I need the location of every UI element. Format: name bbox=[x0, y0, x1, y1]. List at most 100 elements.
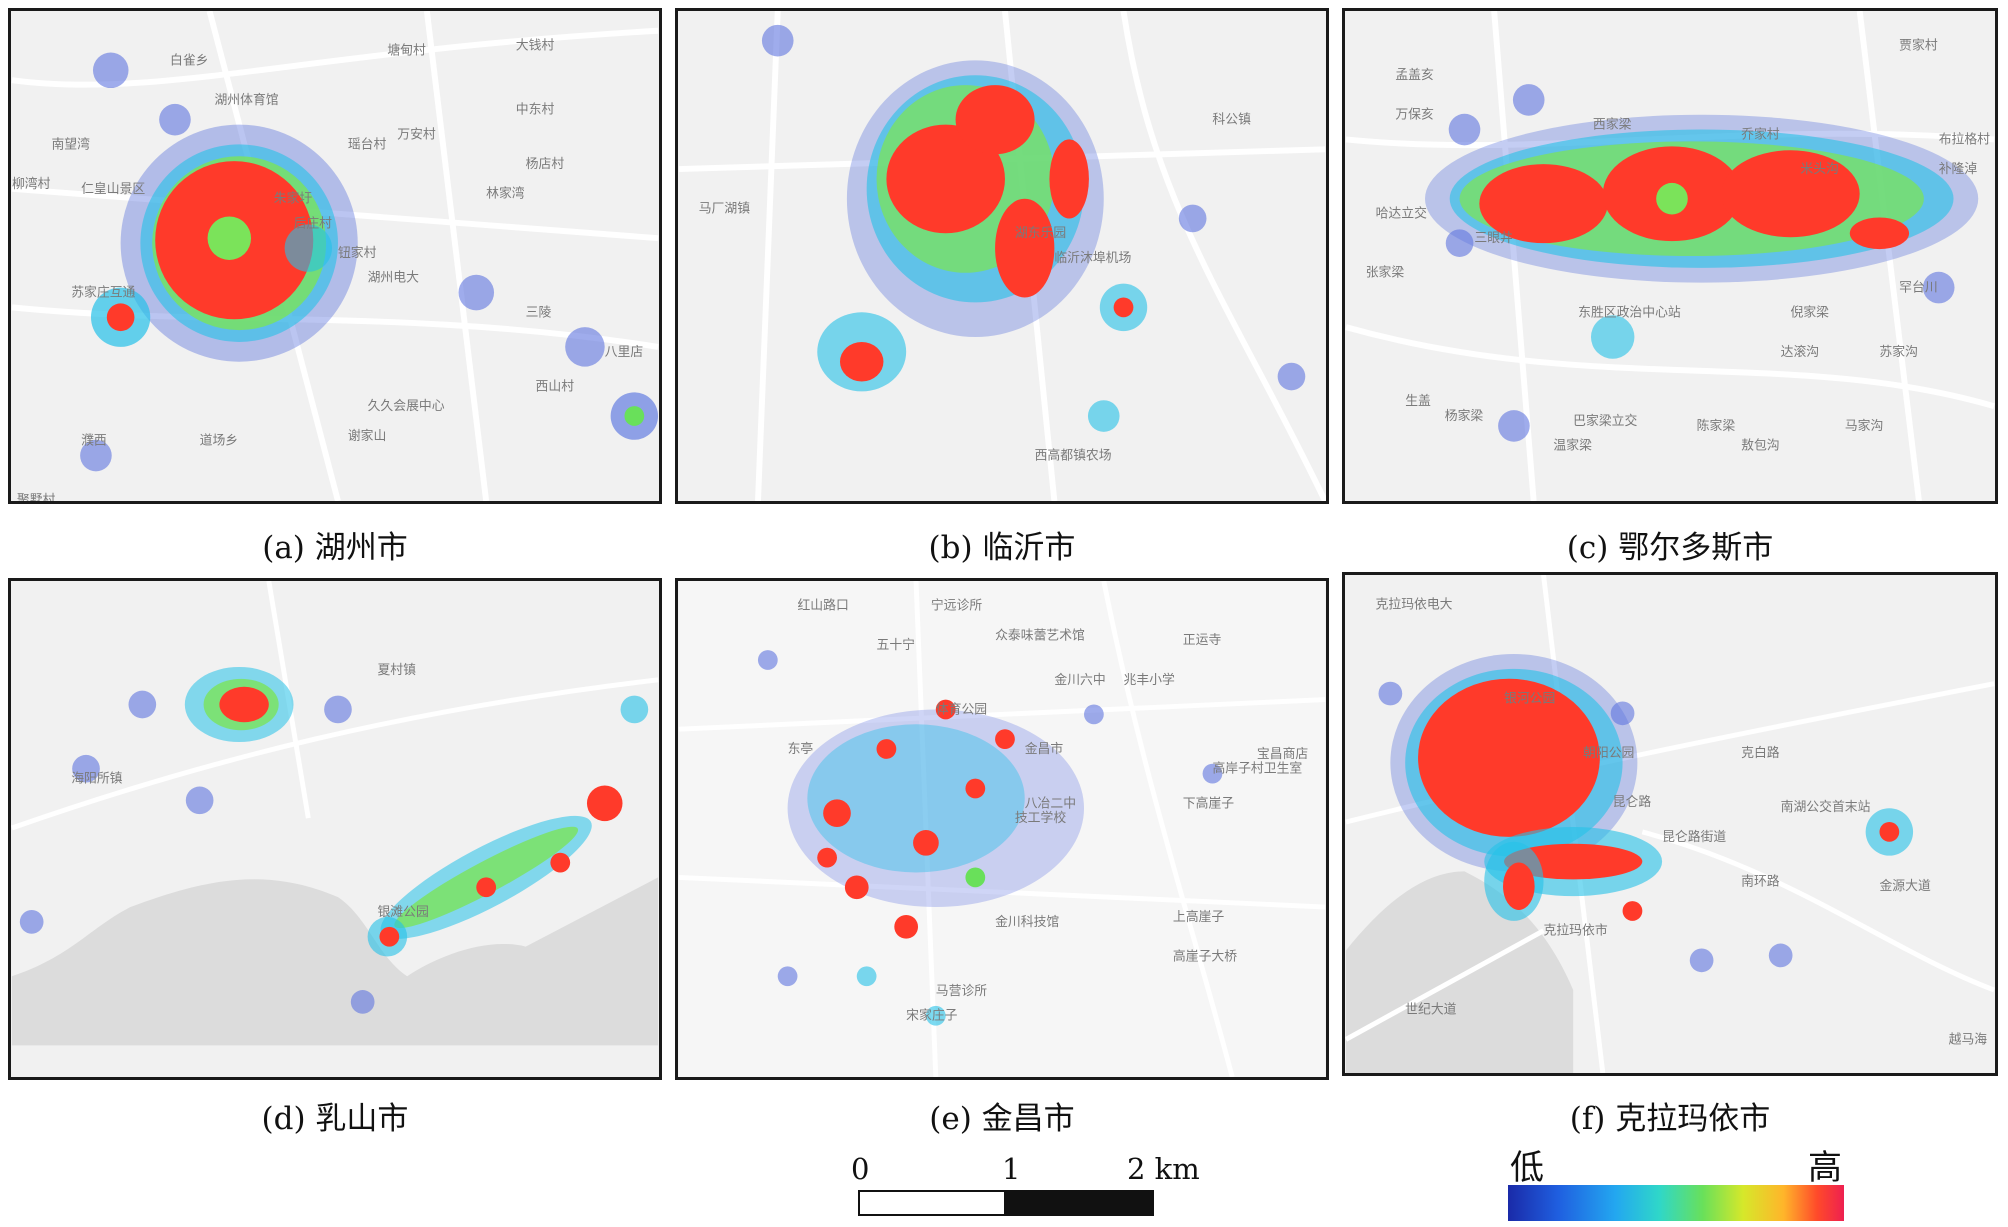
place-label-c-7: 补隆淖 bbox=[1939, 162, 1978, 177]
place-label-a-2: 塘甸村 bbox=[387, 42, 426, 58]
place-label-a-19: 谢家山 bbox=[348, 428, 386, 444]
place-label-a-14: 湖州电大 bbox=[368, 271, 419, 286]
place-label-a-24: 聚墅村 bbox=[17, 493, 56, 501]
scale-tick-2: 2 km bbox=[1127, 1152, 1200, 1186]
legend-high-label: 高 bbox=[1808, 1148, 1842, 1188]
place-label-c-22: 敖包沟 bbox=[1741, 438, 1779, 454]
place-label-a-17: 西山村 bbox=[536, 379, 575, 394]
heat-e bbox=[757, 650, 1223, 1026]
place-label-e-6: 兆丰小学 bbox=[1124, 672, 1175, 688]
map-e-bg bbox=[678, 581, 1326, 1077]
place-label-c-6: 布拉格村 bbox=[1939, 131, 1990, 147]
place-label-a-11: 朱家圩 bbox=[274, 191, 313, 207]
place-label-a-22: 八里店 bbox=[605, 345, 644, 360]
place-label-e-18: 马营诊所 bbox=[936, 984, 987, 999]
place-label-a-21: 濮西 bbox=[81, 434, 107, 449]
place-label-b-0: 马厂湖镇 bbox=[699, 202, 750, 217]
place-label-c-17: 杨家梁 bbox=[1445, 408, 1484, 424]
place-label-e-9: 金昌市 bbox=[1025, 741, 1064, 757]
place-label-c-12: 倪家梁 bbox=[1791, 304, 1830, 320]
place-label-e-7: 体育公园 bbox=[936, 701, 987, 717]
place-label-e-14: 技工学校 bbox=[1015, 810, 1066, 826]
place-label-e-13: 八冶二中 bbox=[1025, 796, 1076, 811]
scale-tick-1: 1 bbox=[1002, 1152, 1021, 1186]
place-label-a-9: 仁皇山景区 bbox=[81, 182, 145, 197]
place-label-a-1: 湖州体育馆 bbox=[214, 92, 278, 108]
legend-color-ramp bbox=[1508, 1185, 1844, 1221]
roads-e bbox=[678, 581, 1326, 1077]
map-panel-a: 白雀乡 湖州体育馆 塘甸村 大钱村 中东村 万安村 南望湾 瑶台村 杨店村 仁皇山景区 林家湾 朱家圩… bbox=[8, 8, 662, 504]
place-label-f-6: 南湖公交首末站 bbox=[1781, 799, 1871, 815]
place-label-a-23: 柳湾村 bbox=[12, 176, 51, 192]
place-label-a-4: 中东村 bbox=[516, 103, 555, 118]
place-label-a-13: 钮家村 bbox=[338, 245, 377, 261]
caption-f: (f) 克拉玛依市 bbox=[1569, 1101, 1771, 1137]
sea-area-d bbox=[11, 877, 659, 1046]
scale-bar bbox=[858, 1190, 1154, 1220]
place-label-c-11: 东胜区政治中心站 bbox=[1578, 305, 1681, 320]
place-label-c-14: 苏家沟 bbox=[1879, 344, 1917, 360]
place-label-c-1: 孟盖亥 bbox=[1395, 68, 1434, 83]
place-label-a-7: 瑶台村 bbox=[348, 137, 387, 152]
place-label-e-10: 宝昌商店 bbox=[1257, 747, 1308, 762]
place-label-c-15: 罕台川 bbox=[1899, 281, 1937, 296]
map-panel-c: 贾家村 孟盖亥 万保亥 西家梁 乔家村 米头沟 布拉格村 补隆淖 哈达立交 三眼井 张家梁 东胜区政治… bbox=[1342, 8, 1998, 504]
heat-d bbox=[19, 666, 649, 1014]
place-label-e-4: 正运寺 bbox=[1183, 633, 1222, 648]
place-label-e-19: 宋家庄子 bbox=[906, 1008, 957, 1024]
place-label-c-3: 西家梁 bbox=[1593, 117, 1632, 133]
place-label-e-17: 高崖子大桥 bbox=[1173, 948, 1237, 964]
place-label-e-12: 下高崖子 bbox=[1183, 795, 1234, 811]
place-label-a-10: 林家湾 bbox=[486, 186, 525, 202]
place-label-f-2: 朝阳公园 bbox=[1583, 746, 1634, 761]
place-label-a-12: 后庄村 bbox=[294, 215, 333, 231]
place-label-c-5: 米头沟 bbox=[1800, 162, 1838, 177]
caption-a: (a) 湖州市 bbox=[262, 530, 408, 566]
place-label-f-8: 南环路 bbox=[1741, 873, 1780, 889]
place-label-d-2: 银滩公园 bbox=[377, 905, 428, 920]
place-label-e-15: 金川科技馆 bbox=[995, 914, 1059, 930]
place-label-e-0: 红山路口 bbox=[797, 598, 848, 614]
place-label-c-10: 张家梁 bbox=[1366, 265, 1405, 281]
place-label-c-13: 达滚沟 bbox=[1781, 344, 1819, 360]
heat-b bbox=[761, 24, 1306, 432]
place-label-b-3: 科公镇 bbox=[1212, 113, 1251, 128]
caption-c: (c) 鄂尔多斯市 bbox=[1566, 530, 1774, 566]
place-label-e-5: 金川六中 bbox=[1054, 672, 1105, 688]
scale-bar-black-segment bbox=[1004, 1190, 1154, 1216]
place-label-c-2: 万保亥 bbox=[1395, 108, 1434, 123]
place-label-f-10: 克拉玛依市 bbox=[1544, 923, 1608, 939]
place-label-e-8: 东亭 bbox=[788, 741, 814, 757]
place-label-a-5: 万安村 bbox=[397, 127, 436, 142]
place-label-b-1: 湖东乐园 bbox=[1015, 226, 1066, 241]
legend-low-label: 低 bbox=[1510, 1148, 1544, 1188]
scale-tick-0: 0 bbox=[851, 1152, 870, 1186]
heat-c bbox=[1425, 84, 1979, 442]
place-label-c-0: 贾家村 bbox=[1899, 38, 1938, 54]
place-label-c-16: 生盖 bbox=[1405, 394, 1431, 409]
place-label-f-0: 克拉玛依电大 bbox=[1376, 598, 1453, 613]
heat-a bbox=[80, 52, 659, 472]
place-label-f-3: 克白路 bbox=[1741, 745, 1780, 761]
map-panel-f: 克拉玛依电大 银河公园 朝阳公园 克白路 昆仑路 昆仑路街道 南湖公交首末站 金源大道 南环路世… bbox=[1342, 572, 1998, 1076]
place-label-a-8: 杨店村 bbox=[526, 157, 565, 172]
place-label-c-21: 温家梁 bbox=[1553, 438, 1592, 454]
place-label-a-3: 大钱村 bbox=[516, 39, 555, 54]
place-label-c-18: 巴家梁立交 bbox=[1573, 413, 1637, 429]
place-label-c-19: 陈家梁 bbox=[1697, 418, 1736, 434]
place-label-a-6: 南望湾 bbox=[51, 136, 90, 152]
caption-b: (b) 临沂市 bbox=[928, 530, 1076, 566]
scale-bar-white-segment bbox=[858, 1190, 1006, 1216]
heat-f bbox=[1378, 654, 1914, 973]
caption-e: (e) 金昌市 bbox=[929, 1101, 1075, 1137]
place-label-c-20: 马家沟 bbox=[1845, 418, 1883, 434]
place-label-a-18: 久久会展中心 bbox=[368, 399, 445, 414]
place-label-f-9: 世纪大道 bbox=[1405, 1003, 1456, 1018]
place-label-b-2: 临沂沐埠机场 bbox=[1054, 251, 1131, 266]
place-label-a-16: 三陵 bbox=[526, 305, 552, 320]
place-label-f-11: 越马海 bbox=[1949, 1032, 1988, 1047]
place-label-a-15: 苏家庄互通 bbox=[71, 285, 135, 301]
